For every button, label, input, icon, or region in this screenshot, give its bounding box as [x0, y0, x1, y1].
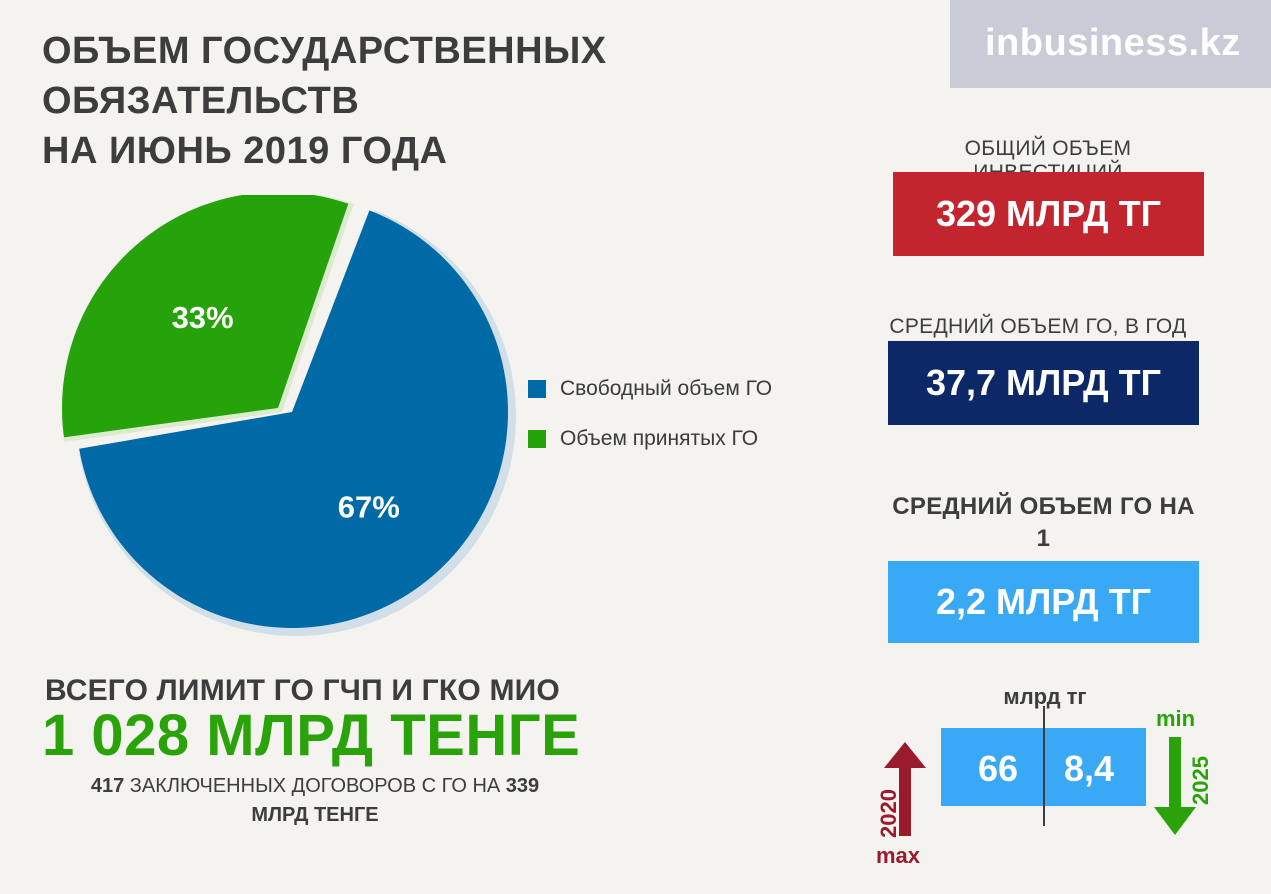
legend-label-accepted: Объем принятых ГО — [560, 427, 759, 450]
total-investment-box: 329 МЛРД ТГ — [893, 172, 1204, 256]
total-investment-value: 329 МЛРД ТГ — [935, 193, 1162, 234]
legend-item-free: Свободный объем ГО — [528, 377, 772, 401]
pie-slice-free — [79, 210, 509, 629]
contracts-count: 417 — [90, 775, 125, 797]
legend-item-accepted: Объем принятых ГО — [528, 427, 758, 451]
avg-per-mio-value: 2,2 МЛРД ТГ — [935, 581, 1152, 622]
range-min-value: 8,4 — [1064, 748, 1115, 789]
range-max-value: 66 — [978, 748, 1019, 789]
max-year-text: 2020 — [876, 789, 901, 838]
total-limit-caption: ВСЕГО ЛИМИТ ГО ГЧП И ГКО МИО — [45, 674, 560, 707]
range-unit-label: млрд тг — [1003, 684, 1087, 709]
contracts-unit: МЛРД ТЕНГЕ — [251, 804, 379, 826]
min-year-label: 2025 — [1188, 745, 1213, 805]
min-year-text: 2025 — [1188, 756, 1213, 805]
pie-slice-accepted — [62, 195, 349, 438]
arrow-up-icon — [884, 742, 926, 836]
pie-label-accepted: 33% — [172, 300, 234, 335]
avg-per-mio-caption-line-1: СРЕДНИЙ ОБЪЕМ ГО НА 1 — [892, 493, 1195, 552]
max-label: max — [876, 843, 921, 868]
logo: inbusiness.kz — [985, 22, 1241, 65]
contracts-summary: 417 ЗАКЛЮЧЕННЫХ ДОГОВОРОВ С ГО НА 339 МЛ… — [40, 772, 590, 830]
avg-per-year-caption: СРЕДНИЙ ОБЪЕМ ГО, В ГОД — [889, 315, 1187, 338]
total-limit-value: 1 028 МЛРД ТЕНГЕ — [42, 703, 581, 768]
logo-banner — [950, 0, 1271, 88]
pie-label-free: 67% — [338, 489, 400, 524]
range-divider — [1043, 706, 1045, 826]
title-line-2: НА ИЮНЬ 2019 ГОДА — [42, 130, 448, 172]
legend-label-free: Свободный объем ГО — [560, 377, 773, 400]
max-year-label: 2020 — [876, 778, 901, 838]
avg-per-year-box: 37,7 МЛРД ТГ — [888, 341, 1199, 425]
logo-part-domain: business.kz — [1019, 22, 1241, 64]
contracts-text: ЗАКЛЮЧЕННЫХ ДОГОВОРОВ С ГО НА — [124, 775, 506, 797]
title-line-1: ОБЪЕМ ГОСУДАРСТВЕННЫХ ОБЯЗАТЕЛЬСТВ — [42, 30, 607, 122]
logo-part-in: in — [985, 22, 1020, 64]
pie-chart: 67% 33% — [62, 195, 516, 636]
min-label: min — [1156, 706, 1196, 731]
avg-per-mio-box: 2,2 МЛРД ТГ — [888, 561, 1199, 643]
arrow-down-icon — [1154, 737, 1196, 835]
page-title: ОБЪЕМ ГОСУДАРСТВЕННЫХ ОБЯЗАТЕЛЬСТВ НА ИЮ… — [42, 26, 902, 176]
legend-swatch-accepted — [528, 430, 546, 448]
contracts-amount: 339 — [505, 775, 540, 797]
legend-swatch-free — [528, 380, 546, 398]
avg-per-year-value: 37,7 МЛРД ТГ — [925, 362, 1162, 403]
